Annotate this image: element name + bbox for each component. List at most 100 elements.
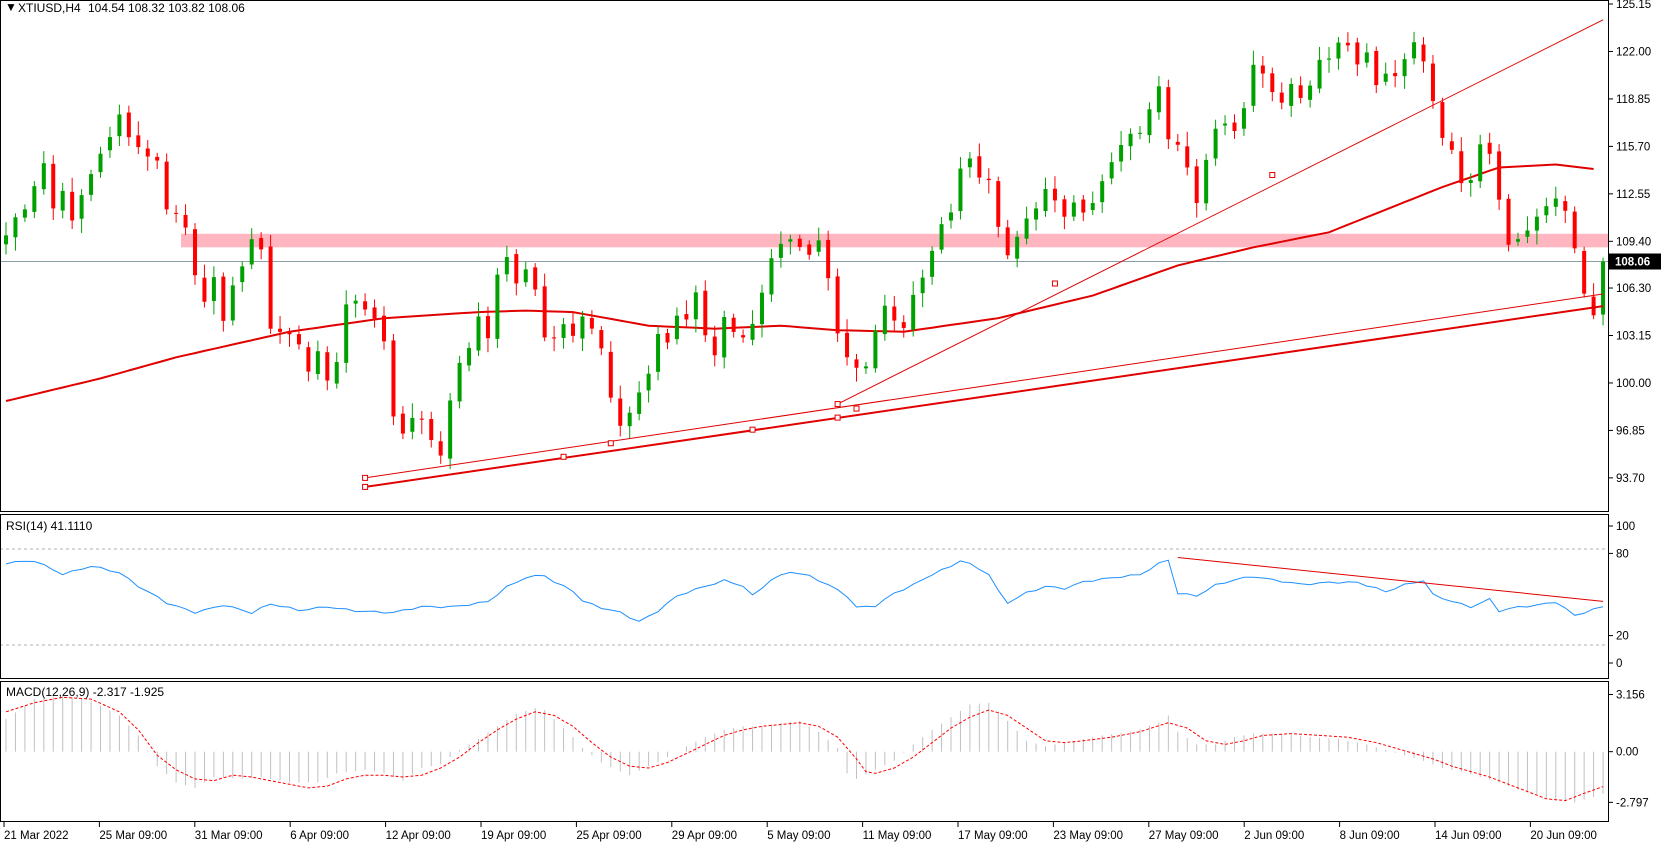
candle-body <box>230 285 235 321</box>
candle <box>457 355 462 409</box>
trend-line-anchor-handle[interactable] <box>853 405 860 412</box>
candle-body <box>901 322 906 328</box>
candle-body <box>22 209 27 218</box>
candle <box>485 306 490 353</box>
price-axis-tick-label: 112.55 <box>1616 189 1650 201</box>
candle-body <box>372 307 377 319</box>
candle-body <box>51 163 56 209</box>
candle <box>589 310 594 335</box>
rsi-panel-frame <box>0 514 1609 679</box>
trend-line-anchor-handle[interactable] <box>834 414 841 421</box>
time-axis-tick-label: 2 Jun 09:00 <box>1244 830 1304 842</box>
candle <box>674 307 679 345</box>
macd-panel[interactable]: MACD(12,26,9) -2.317 -1.925 <box>5 685 1604 803</box>
candle <box>1582 246 1587 298</box>
trend-line-anchor-handle[interactable] <box>362 474 369 481</box>
current-price-tag-label: 108.06 <box>1615 257 1650 269</box>
candle <box>1497 144 1502 210</box>
candle-body <box>334 362 339 384</box>
trend-line-lower-thin[interactable] <box>365 293 1604 479</box>
price-axis-tick-label: 96.85 <box>1616 425 1645 437</box>
candle-body <box>1336 42 1341 59</box>
candle-body <box>183 214 188 228</box>
candle <box>561 317 566 349</box>
price-axis-tick-label: 115.70 <box>1616 141 1650 153</box>
candle <box>183 204 188 236</box>
trend-line-anchor-handle[interactable] <box>1269 172 1276 179</box>
candle <box>1327 46 1331 73</box>
time-axis-tick-label: 29 Apr 09:00 <box>672 830 737 842</box>
time-axis-tick-label: 11 May 09:00 <box>863 830 932 842</box>
candle-body <box>1034 208 1039 220</box>
candle <box>1005 219 1010 260</box>
candle <box>136 121 141 155</box>
trend-line-lower-bold[interactable] <box>364 305 1604 488</box>
candle <box>731 313 736 338</box>
price-resistance-zone <box>181 233 1608 248</box>
candle <box>807 240 812 260</box>
candle <box>1591 283 1596 320</box>
candle <box>1251 50 1256 112</box>
candle-body <box>429 419 434 441</box>
candle <box>230 276 235 326</box>
time-axis-tick-label: 6 Apr 09:00 <box>290 830 349 842</box>
candle-body <box>174 212 179 214</box>
candle-body <box>1015 236 1020 259</box>
trend-line-anchor-handle[interactable] <box>607 440 614 447</box>
candle-body <box>1572 211 1577 249</box>
candle-body <box>571 323 575 336</box>
trend-line-anchor-handle[interactable] <box>1051 280 1058 287</box>
candle <box>174 205 179 223</box>
candle <box>1345 32 1350 52</box>
candle <box>467 342 472 372</box>
trend-line-anchor-handle[interactable] <box>362 483 369 490</box>
candle-body <box>457 362 462 402</box>
candle <box>693 285 698 333</box>
candle <box>1289 78 1294 117</box>
candle-body <box>580 316 585 339</box>
candle-body <box>1156 86 1161 113</box>
trend-line-anchor-handle[interactable] <box>749 426 756 433</box>
candle-body <box>1194 166 1199 204</box>
candle-body <box>1544 206 1549 216</box>
candle-body <box>1175 141 1180 145</box>
rsi-trend-line[interactable] <box>1177 557 1604 602</box>
candle-body <box>306 347 311 372</box>
candle-body <box>98 153 103 173</box>
candle-body <box>1525 230 1530 237</box>
trend-line-rising[interactable] <box>837 19 1604 405</box>
macd-axis-tick-label: 0.00 <box>1616 747 1638 759</box>
candle <box>1421 37 1426 73</box>
candle-body <box>504 257 509 275</box>
y-axis-layer: 125.15 122.00 118.85 115.70 112.55 109.40 106.… <box>1608 0 1651 809</box>
time-axis-tick-label: 5 May 09:00 <box>767 830 830 842</box>
candle-body <box>542 286 547 338</box>
candle-body <box>382 315 386 342</box>
candle <box>826 230 831 291</box>
rsi-panel[interactable]: RSI(14) 41.1110 <box>0 519 1608 646</box>
price-panel[interactable]: ▼ XTIUSD,H4 104.54 108.32 103.82 108.06 <box>0 0 1608 490</box>
price-header: ▼ XTIUSD,H4 104.54 108.32 103.82 108.06 <box>5 0 245 15</box>
candle <box>760 284 764 338</box>
candle-body <box>920 277 925 294</box>
candle <box>107 126 112 158</box>
candle-body <box>485 316 490 339</box>
candle-body <box>117 114 122 137</box>
candle-body <box>268 246 273 329</box>
candle-body <box>4 235 8 245</box>
price-header-ohlc: 104.54 108.32 103.82 108.06 <box>88 1 245 15</box>
candle-body <box>211 277 216 301</box>
time-axis-tick-label: 23 May 09:00 <box>1053 830 1123 842</box>
candle-body <box>32 186 37 212</box>
trend-line-anchor-handle[interactable] <box>560 453 567 460</box>
candle-body <box>410 417 415 432</box>
candle <box>1194 158 1199 218</box>
trend-line-anchor-handle[interactable] <box>834 401 841 408</box>
candle-body <box>79 195 84 219</box>
candle-body <box>674 315 679 340</box>
candle-body <box>958 168 963 212</box>
candle-body <box>1138 132 1142 134</box>
candle <box>703 280 708 342</box>
